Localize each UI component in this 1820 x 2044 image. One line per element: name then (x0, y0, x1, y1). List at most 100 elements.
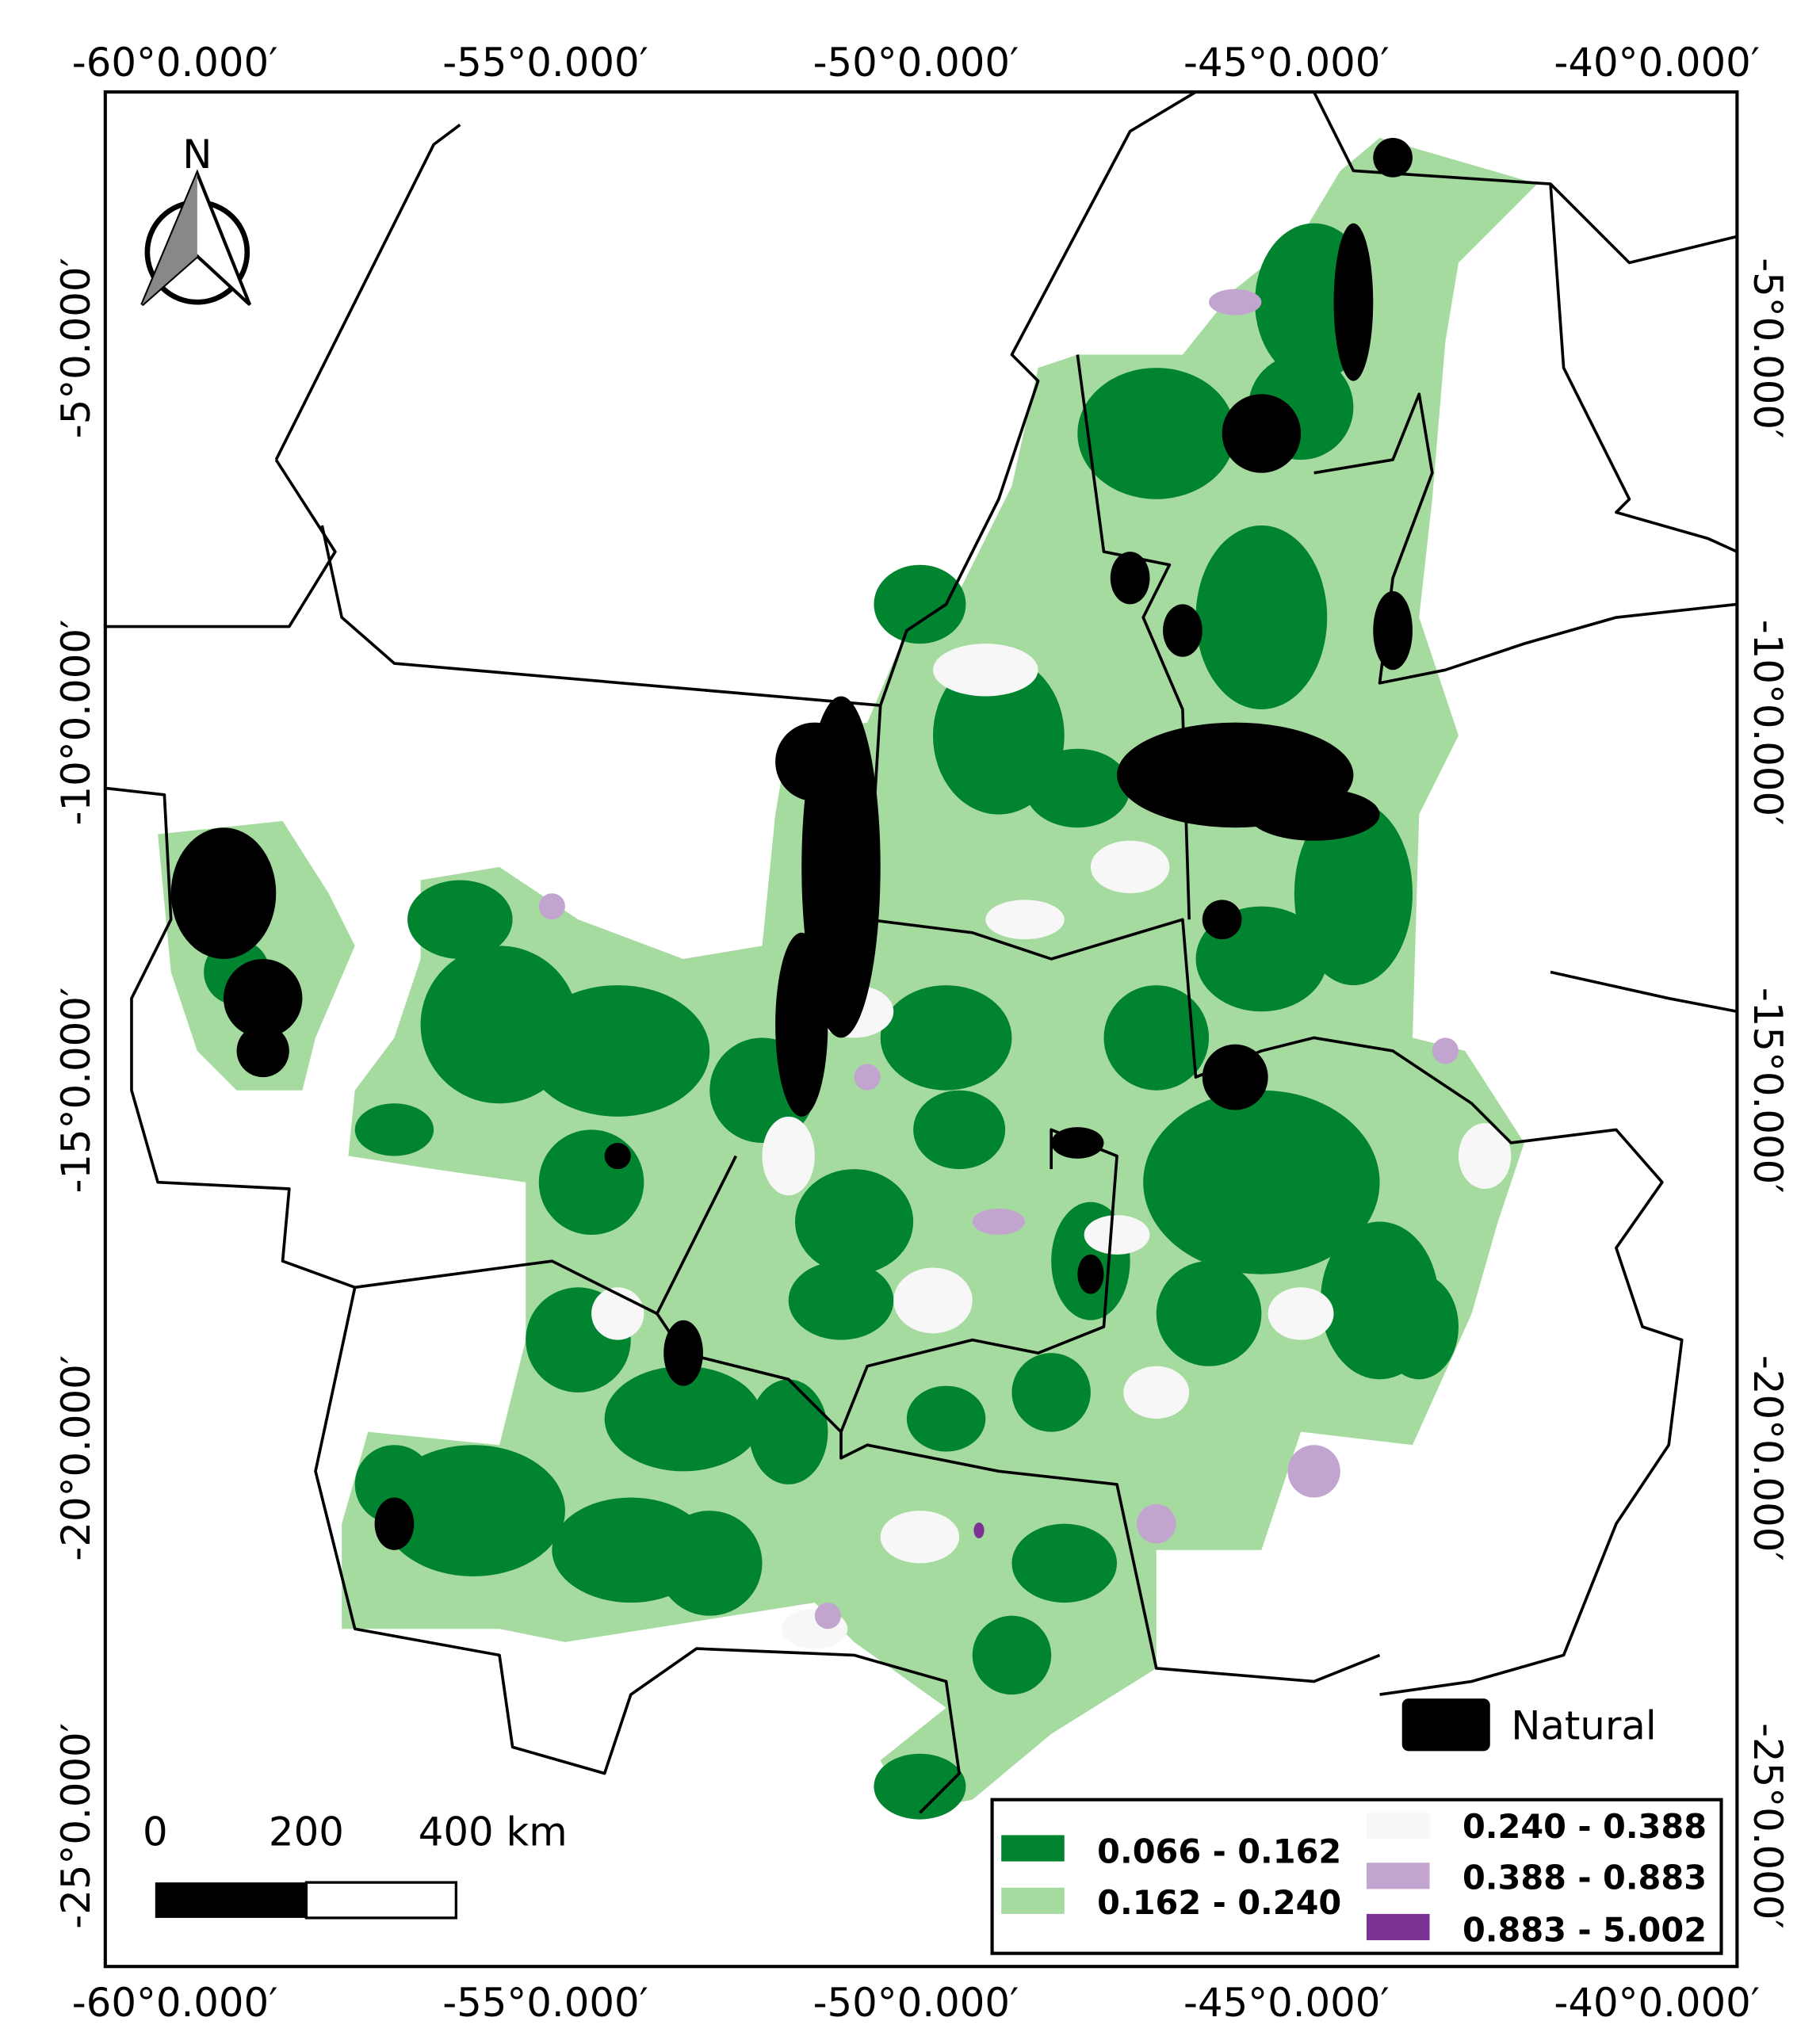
boundary (878, 90, 1197, 706)
natural-patch (1202, 900, 1242, 940)
boundary (1550, 970, 1738, 1014)
land-cover (158, 138, 1538, 1820)
land-cover-patch (880, 1511, 960, 1564)
land-cover-patch (1195, 525, 1328, 710)
land-cover-patch (407, 880, 513, 959)
natural-patch (1333, 223, 1374, 381)
land-cover-patch (985, 900, 1065, 940)
scale-bar-label: 400 km (419, 1809, 568, 1855)
legend-label: 0.240 - 0.388 (1462, 1808, 1707, 1846)
boundary (656, 1128, 1118, 1434)
bottom-longitude-label: -45°0.000′ (1183, 1980, 1390, 2026)
top-longitude-label: -45°0.000′ (1183, 40, 1390, 86)
land-cover-patch (1136, 1503, 1176, 1544)
legend-swatch (1401, 1698, 1490, 1752)
legend-swatch (1366, 1863, 1430, 1889)
boundary (105, 786, 961, 1814)
land-cover-patch (1294, 801, 1413, 986)
land-cover-patch (906, 1385, 986, 1452)
scale-bar-label: 0 (143, 1809, 168, 1855)
boundary (1076, 354, 1191, 920)
legend-swatch (1001, 1887, 1065, 1914)
right-latitude-label: -10°0.000′ (1745, 620, 1791, 826)
left-latitude-label: -15°0.000′ (53, 988, 99, 1194)
land-cover-patch (1268, 1287, 1334, 1340)
legend-swatch (1001, 1835, 1065, 1862)
land-cover-patch (794, 1169, 914, 1274)
left-latitude-label: -5°0.000′ (53, 258, 99, 438)
land-cover-patch (874, 564, 966, 644)
land-cover-patch (1156, 1261, 1262, 1366)
bottom-longitude-label: -50°0.000′ (813, 1980, 1019, 2026)
boundary (839, 1431, 1381, 1683)
land-cover-patch (1209, 288, 1262, 315)
bottom-longitude-label: -55°0.000′ (442, 1980, 648, 2026)
natural-patch (1222, 394, 1302, 473)
scale-bar-label: 200 (269, 1809, 344, 1855)
land-cover-patch (1011, 1523, 1118, 1603)
natural-patch (775, 722, 855, 802)
scale-bar-white (304, 1881, 458, 1920)
top-longitude-label: -60°0.000′ (72, 40, 278, 86)
legend-label: Natural (1511, 1702, 1656, 1748)
natural-patch (1373, 590, 1413, 671)
land-cover-patch (933, 644, 1038, 697)
land-cover-patch (656, 1511, 763, 1616)
land-cover-patch (814, 1603, 841, 1629)
natural-patch (1373, 138, 1413, 178)
land-cover-patch (1287, 1445, 1340, 1498)
land-cover-patch (538, 1129, 644, 1236)
legend-box (990, 1798, 1723, 1955)
boundary (354, 1155, 738, 1316)
land-cover-patch (1025, 748, 1130, 828)
boundary (105, 459, 337, 628)
boundary (866, 705, 1684, 1696)
land-cover-patch (1379, 1274, 1459, 1380)
boundary (274, 123, 461, 460)
natural-patch (604, 1142, 631, 1170)
north-label: N (182, 132, 212, 178)
land-cover-patch (913, 1090, 1006, 1170)
scale-bar (155, 1881, 458, 1920)
land-cover-patch (1090, 840, 1170, 894)
land-cover-patch (354, 1445, 434, 1524)
map-frame (103, 90, 1739, 1969)
natural-patch (1163, 604, 1202, 657)
land-cover-patch (762, 1116, 815, 1196)
boundary (320, 525, 881, 707)
scale-bar-black (155, 1882, 307, 1918)
natural-patch (1202, 1044, 1268, 1110)
left-latitude-label: -25°0.000′ (53, 1723, 99, 1929)
natural-patch (236, 1024, 289, 1078)
land-cover-patch (604, 1366, 763, 1472)
top-longitude-label: -50°0.000′ (813, 40, 1019, 86)
land-cover-patch (874, 1753, 966, 1820)
land-cover-patch (538, 893, 565, 920)
right-latitude-label: -15°0.000′ (1745, 988, 1791, 1194)
land-cover-patch (1143, 1090, 1380, 1274)
natural-patch (223, 958, 303, 1038)
boundaries (105, 90, 1738, 1814)
natural-patch (775, 932, 828, 1117)
land-cover-patch (788, 1261, 894, 1340)
natural-patch (374, 1497, 415, 1550)
legend-swatch (1366, 1813, 1430, 1840)
land-cover-patch (1011, 1353, 1091, 1432)
legend-label: 0.883 - 5.002 (1462, 1912, 1707, 1950)
natural-patch (1077, 1254, 1104, 1294)
right-latitude-label: -25°0.000′ (1745, 1723, 1791, 1929)
left-latitude-label: -10°0.000′ (53, 620, 99, 826)
land-cover-patch (1077, 368, 1236, 499)
land-cover-patch (1084, 1215, 1150, 1255)
boundary (1313, 392, 1738, 685)
land-cover-patch (880, 985, 1012, 1091)
legend-label: 0.066 - 0.162 (1097, 1832, 1341, 1870)
natural-patch (1110, 552, 1150, 605)
bottom-longitude-label: -60°0.000′ (72, 1980, 278, 2026)
left-latitude-label: -20°0.000′ (53, 1355, 99, 1561)
land-cover-patch (420, 946, 579, 1104)
legend-label: 0.388 - 0.883 (1462, 1859, 1707, 1897)
land-cover-patch (973, 1522, 985, 1538)
top-longitude-label: -40°0.000′ (1554, 40, 1760, 86)
